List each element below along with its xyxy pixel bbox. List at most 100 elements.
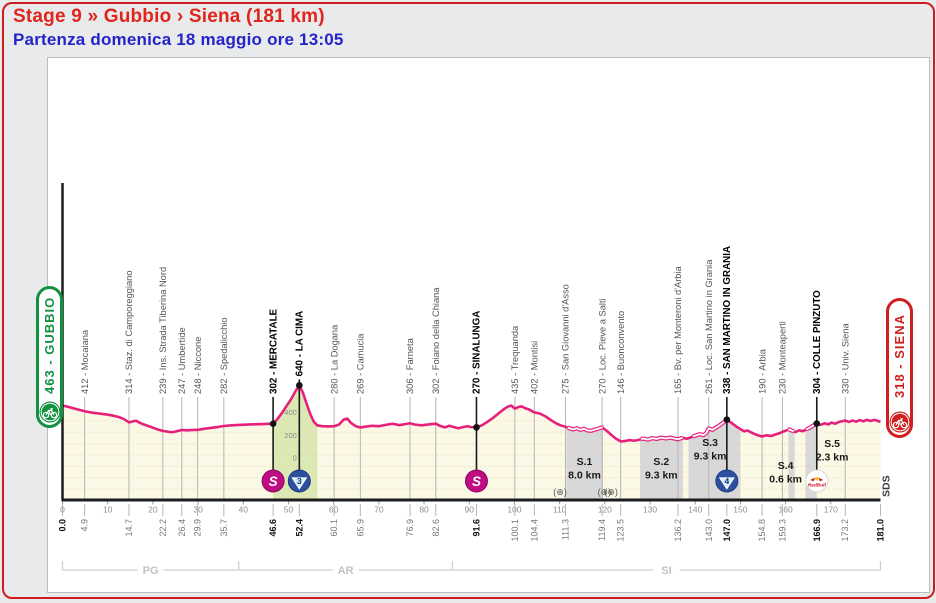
km-label: 147.0 [722,519,732,542]
finish-town-box: 318 - SIENA [886,298,913,438]
waypoint-label: 270 - SINALUNGA [472,311,483,394]
stage-header: Stage 9 » Gubbio › Siena (181 km) Parten… [13,5,344,51]
x-tick-label: 50 [284,505,294,515]
gravel-profile-core [640,436,683,441]
km-label: 82.6 [431,519,441,537]
waypoint-dot [296,382,303,389]
km-label: 14.7 [124,519,134,537]
x-tick-label: 160 [779,505,793,515]
waypoint-label: 412 - Mocaiana [80,329,90,394]
svg-text:RedBull: RedBull [808,483,827,489]
redbull-km-icon: RedBull [805,469,829,493]
province-label: PG [143,565,159,577]
waypoint-label: 239 - Ins. Strada Tiberina Nord [158,267,168,394]
waypoint-label: 280 - La Dogana [329,324,339,394]
km-label: 60.1 [329,519,339,537]
feedzone-icon: (⊕) [598,487,612,497]
km-label: 35.7 [219,519,229,537]
waypoint-label: 306 - Farneta [405,337,415,394]
svg-text:S: S [472,474,481,489]
sprint-icon: S [464,469,488,493]
kom-3-icon: 3 [287,469,311,493]
km-label: 104.4 [529,519,539,542]
gravel-profile-core [788,428,795,433]
x-tick-label: 170 [824,505,838,515]
start-town-label: 463 - GUBBIO [42,296,57,394]
km-label: 159.3 [777,519,787,542]
waypoint-label: 165 - Bv. per Monteroni d'Arbia [673,265,683,394]
elevation-profile-line [62,384,881,443]
km-label: 111.3 [561,519,571,540]
sprint-icon: S [261,469,285,493]
waypoint-dot [473,424,480,431]
stage-title: Stage 9 » Gubbio › Siena (181 km) [13,6,325,27]
svg-text:S: S [269,474,278,489]
km-label: 91.6 [471,519,481,537]
waypoint-label: 247 - Umbertide [177,327,187,394]
gravel-profile-core [692,418,728,438]
x-tick-label: 70 [374,505,384,515]
km-label: 166.9 [812,519,822,542]
chart-frame [47,57,930,593]
km-label: 52.4 [294,519,304,537]
km-label: 22.2 [158,519,168,537]
x-tick-label: 150 [733,505,747,515]
x-tick-label: 110 [553,505,567,515]
sds-watermark: SDS [881,475,893,497]
km-label: 154.8 [757,519,767,542]
sector-label: S.1 8.0 km [568,456,601,482]
waypoint-dot [723,416,731,423]
waypoint-label: 330 - Univ. Siena [840,323,850,394]
km-label: 136.2 [673,519,683,542]
waypoint-label: 190 - Arbia [757,348,767,394]
kom-4-icon: 4 [715,469,739,493]
waypoint-label: 282 - Spedalicchio [219,318,229,395]
x-tick-label: 120 [598,505,612,515]
km-label: 181.0 [876,519,886,542]
waypoint-label: 302 - MERCATALE [268,308,279,394]
x-tick-label: 90 [465,505,475,515]
km-label: 119.4 [597,519,607,541]
km-label: 26.4 [177,519,187,537]
elev-scale-label: 200 [284,431,297,440]
x-tick-label: 20 [148,505,158,515]
km-label: 173.2 [840,519,850,542]
waypoint-label: 275 - San Giovanni d'Asso [561,284,571,394]
svg-text:3: 3 [297,476,302,486]
waypoint-label: 314 - Staz. di Camporeggiano [124,270,134,394]
x-tick-label: 10 [103,505,113,515]
sector-label: S.5 2.3 km [816,438,849,464]
start-bicycle-icon [39,401,60,423]
waypoint-dot [813,420,821,427]
province-label: AR [338,565,354,577]
waypoint-label: 402 - Montisi [530,341,540,394]
feedzone-icon: (⊕) [604,487,618,497]
waypoint-label: 302 - Foiano della Chiana [431,287,441,394]
waypoint-label: 261 - Loc. San Martino in Grania [704,259,714,394]
sector-label: S.4 0.6 km [769,460,802,486]
km-label: 123.5 [616,519,626,542]
waypoint-label: 338 - SAN MARTINO IN GRANIA [722,246,733,394]
x-tick-label: 80 [419,505,429,515]
feedzone-icon: (⊕) [553,487,567,497]
finish-town-label: 318 - SIENA [892,314,907,398]
sector-label: S.2 9.3 km [645,456,678,482]
svg-text:4: 4 [724,476,729,486]
waypoint-dot [269,420,277,428]
km-label: 76.9 [405,519,415,537]
gravel-profile-core [567,426,604,432]
waypoint-label: 270 - Loc. Pieve a Salti [597,298,607,394]
waypoint-label: 230 - Monteaperti [778,321,788,394]
x-tick-label: 40 [239,505,249,515]
province-label: SI [661,565,671,577]
km-label: 4.9 [80,519,90,532]
elev-scale-label: 400 [284,408,297,417]
sector-label: S.3 9.3 km [694,437,727,463]
x-tick-label: 30 [193,505,203,515]
km-label: 100.1 [510,519,520,542]
start-town-box: 463 - GUBBIO [36,286,63,428]
km-label: 0.0 [58,519,68,532]
elev-scale-label: 0 [293,454,297,463]
waypoint-label: 435 - Trequanda [510,325,520,394]
